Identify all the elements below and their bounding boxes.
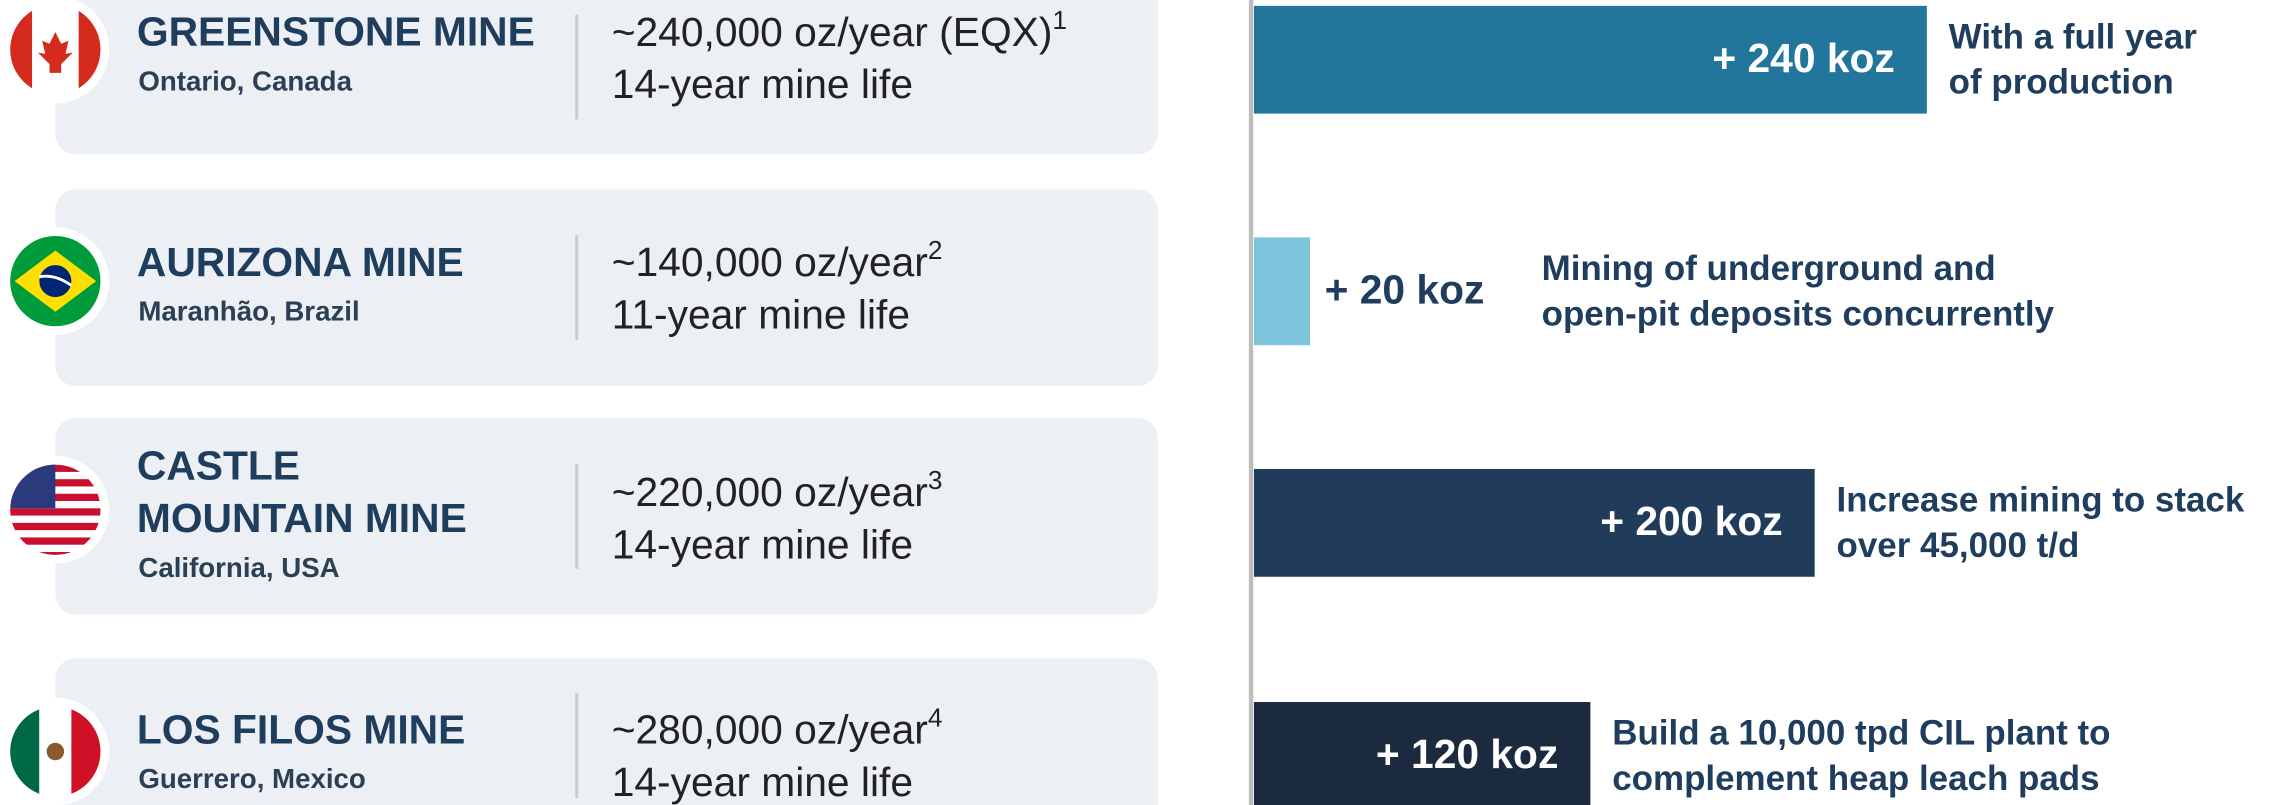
mine-location: Guerrero, Mexico: [138, 763, 365, 794]
description: complement heap leach pads: [1612, 759, 2099, 798]
description: Mining of underground and: [1542, 249, 1996, 288]
mine-name: MOUNTAIN MINE: [137, 495, 467, 541]
mine-location: Maranhão, Brazil: [138, 295, 359, 326]
mine-card: [55, 189, 1158, 386]
mine-life: 14-year mine life: [612, 521, 913, 567]
value-label: + 200 koz: [1600, 498, 1782, 544]
production-text: ~240,000 oz/year (EQX): [612, 9, 1053, 55]
value-label: + 240 koz: [1712, 35, 1894, 81]
bar: [1253, 702, 1591, 805]
footnote: 1: [1052, 5, 1067, 35]
footnote: 2: [928, 235, 943, 265]
production-text: ~280,000 oz/year: [612, 706, 928, 752]
mine-card: [55, 658, 1158, 805]
mine-name: CASTLE: [137, 443, 300, 489]
description: over 45,000 t/d: [1837, 526, 2080, 565]
footnote: 4: [928, 702, 943, 732]
bar: [1253, 237, 1311, 346]
mine-card: [55, 0, 1158, 155]
value-label: + 20 koz: [1325, 267, 1485, 313]
bar: [1253, 468, 1815, 577]
footnote: 3: [928, 465, 943, 495]
production: ~140,000 oz/year2: [612, 235, 943, 285]
mine-life: 14-year mine life: [612, 759, 913, 805]
description: With a full year: [1949, 18, 2198, 57]
description: open-pit deposits concurrently: [1542, 294, 2055, 333]
description: of production: [1949, 63, 2174, 102]
description: Build a 10,000 tpd CIL plant to: [1612, 714, 2110, 753]
value-label: + 120 koz: [1376, 731, 1558, 777]
mine-life: 14-year mine life: [612, 61, 913, 107]
bar: [1253, 5, 1927, 114]
flag-canada: [10, 4, 101, 95]
mine-location: Ontario, Canada: [138, 65, 352, 96]
flag-usa: [10, 464, 101, 555]
mine-name: GREENSTONE MINE: [137, 9, 535, 55]
mine-life: 11-year mine life: [612, 291, 910, 337]
production-text: ~220,000 oz/year: [612, 469, 928, 515]
flag-brazil: [10, 235, 101, 327]
mine-card: [55, 418, 1158, 615]
production: ~240,000 oz/year (EQX)1: [612, 5, 1067, 55]
mine-location: California, USA: [138, 552, 339, 583]
production: ~220,000 oz/year3: [612, 465, 943, 515]
production: ~280,000 oz/year4: [612, 702, 943, 752]
mine-name: AURIZONA MINE: [137, 239, 464, 285]
description: Increase mining to stack: [1837, 481, 2245, 520]
mine-name: LOS FILOS MINE: [137, 706, 465, 752]
flags: [1, 0, 110, 805]
production-text: ~140,000 oz/year: [612, 239, 928, 285]
cards: [55, 0, 1158, 805]
